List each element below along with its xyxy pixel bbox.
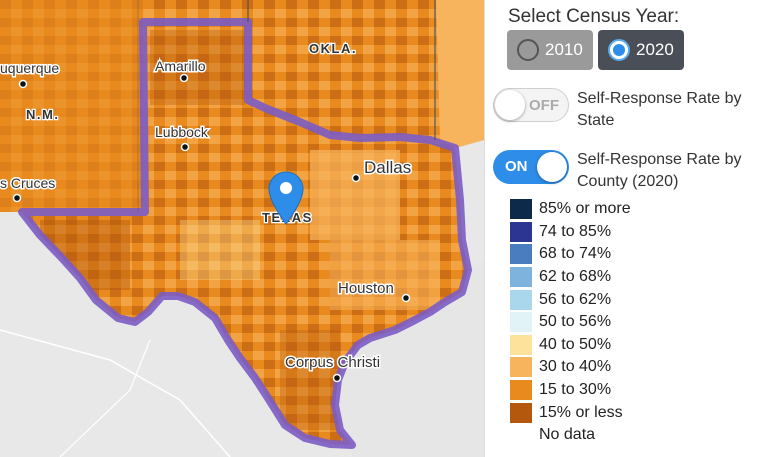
year-2010-label: 2010 (545, 40, 583, 59)
state-label-nm: N.M. (26, 107, 59, 122)
year-2020-label: 2020 (636, 40, 674, 59)
legend-label: 62 to 68% (539, 268, 612, 286)
legend-label: No data (539, 426, 596, 444)
legend-swatch (510, 425, 532, 446)
year-select-title: Select Census Year: (508, 6, 680, 27)
toggle-knob (537, 152, 567, 182)
state-rate-label: Self-Response Rate by State (577, 90, 742, 129)
city-label-lubbock: Lubbock (155, 124, 209, 140)
state-label-oklahoma: OKLA. (309, 41, 357, 56)
legend-swatch (510, 244, 532, 265)
legend-label: 40 to 50% (539, 335, 612, 353)
legend-label: 68 to 74% (539, 245, 612, 263)
texas-outline[interactable] (18, 18, 472, 449)
city-dot-amarillo (179, 73, 189, 83)
city-dot-las-cruces (12, 193, 22, 203)
legend-label: 56 to 62% (539, 290, 612, 308)
legend-swatch (510, 380, 532, 401)
legend-swatch (510, 334, 532, 355)
year-2010-button[interactable]: 2010 (507, 30, 593, 70)
city-dot-houston (401, 293, 411, 303)
city-label-corpus-christi: Corpus Christi (285, 354, 380, 371)
legend-swatch (510, 289, 532, 310)
city-dot-lubbock (180, 142, 190, 152)
toggle-state-text: OFF (529, 97, 559, 114)
legend-label: 85% or more (539, 200, 631, 218)
city-label-albuquerque: uquerque (0, 60, 59, 76)
toggle-knob (495, 90, 525, 120)
legend-item: 68 to 74% (510, 243, 631, 266)
legend-label: 30 to 40% (539, 358, 612, 376)
county-rate-label: Self-Response Rate by County (2020) (577, 151, 742, 190)
legend-swatch (510, 267, 532, 288)
map-view[interactable]: Amarillo Lubbock Dallas Houston Corpus C… (0, 0, 484, 457)
legend-item: 50 to 56% (510, 311, 631, 334)
legend-swatch (510, 199, 532, 220)
city-label-amarillo: Amarillo (155, 58, 206, 74)
legend-label: 15 to 30% (539, 381, 612, 399)
year-2020-button[interactable]: 2020 (598, 30, 684, 70)
legend-item: 15% or less (510, 401, 631, 424)
legend-item: 74 to 85% (510, 221, 631, 244)
city-label-dallas: Dallas (364, 158, 411, 177)
city-dot-dallas (351, 173, 361, 183)
state-rate-toggle[interactable]: OFF (493, 88, 569, 122)
legend-item: 62 to 68% (510, 266, 631, 289)
legend-swatch (510, 402, 532, 423)
toggle-county-text: ON (505, 158, 528, 175)
legend-item: 15 to 30% (510, 379, 631, 402)
map-pin-icon[interactable] (268, 171, 304, 225)
radio-unselected-icon (517, 39, 539, 61)
legend-item: 56 to 62% (510, 288, 631, 311)
city-label-las-cruces: s Cruces (0, 175, 55, 191)
legend: 85% or more 74 to 85% 68 to 74% 62 to 68… (510, 198, 631, 447)
legend-item: 40 to 50% (510, 334, 631, 357)
legend-label: 50 to 56% (539, 313, 612, 331)
legend-item: 30 to 40% (510, 356, 631, 379)
county-rate-toggle[interactable]: ON (493, 150, 569, 184)
control-panel: Select Census Year: 2010 2020 OFF Self-R… (484, 0, 772, 457)
legend-label: 74 to 85% (539, 222, 612, 240)
legend-swatch (510, 221, 532, 242)
legend-swatch (510, 312, 532, 333)
city-label-houston: Houston (338, 280, 394, 297)
map-canvas[interactable]: Amarillo Lubbock Dallas Houston Corpus C… (0, 0, 484, 457)
legend-label: 15% or less (539, 403, 623, 421)
legend-item: No data (510, 424, 631, 447)
radio-selected-icon (608, 39, 630, 61)
city-dot-corpus-christi (332, 373, 342, 383)
legend-swatch (510, 357, 532, 378)
legend-item: 85% or more (510, 198, 631, 221)
city-dot-albuquerque (18, 79, 28, 89)
